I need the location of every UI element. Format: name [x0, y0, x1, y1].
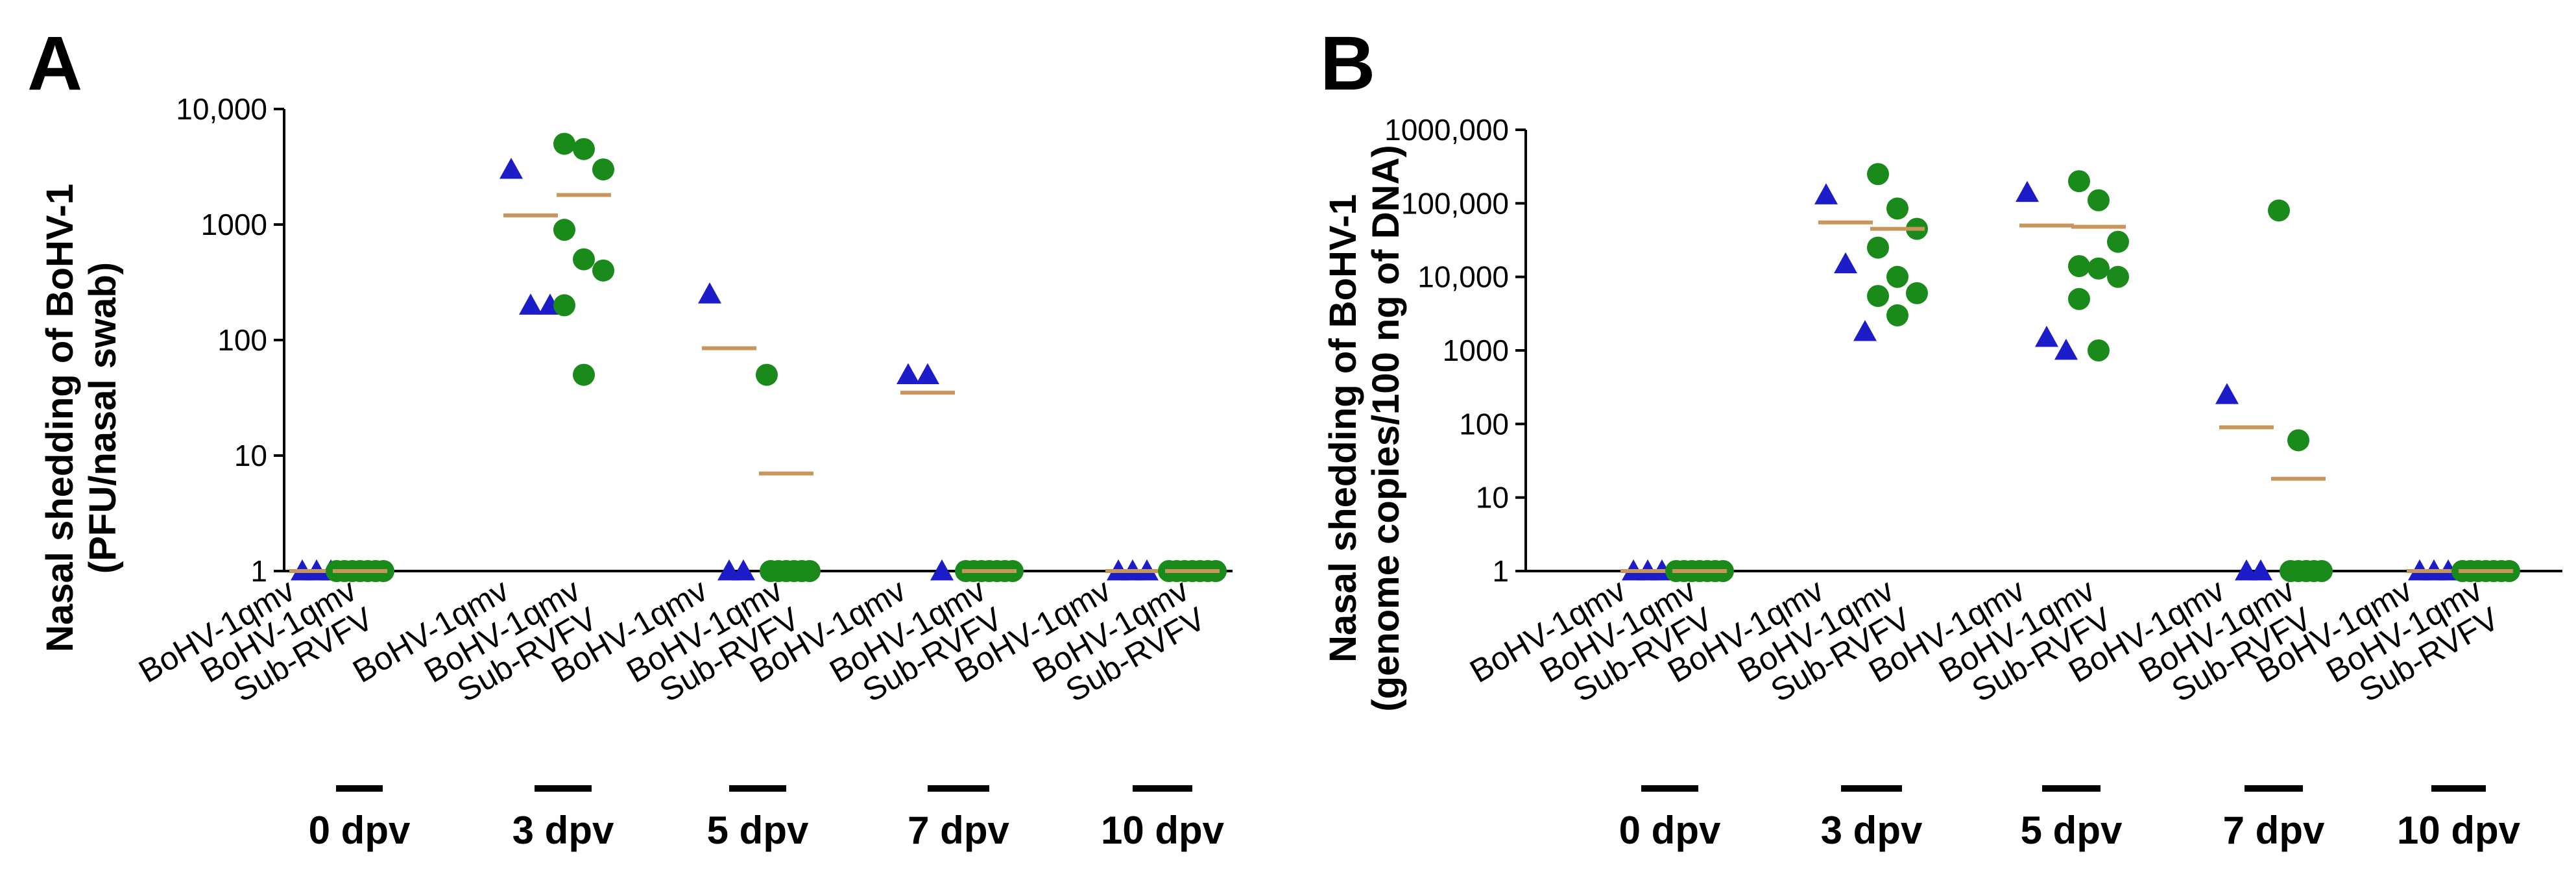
triangle-point: [897, 363, 920, 384]
group-label: 7 dpv: [908, 809, 1009, 852]
circle-point: [553, 132, 575, 155]
triangle-point: [1834, 252, 1857, 274]
circle-point: [2088, 189, 2110, 212]
triangle-point: [2035, 326, 2058, 347]
circle-point: [592, 259, 614, 282]
y-axis-label: (genome copies/100 ng of DNA): [1365, 145, 1407, 711]
triangle-point: [698, 282, 721, 304]
circle-point: [2088, 257, 2110, 280]
circle-point: [573, 138, 595, 160]
chart-panel-a: A 1 10 100 1000 10,000 Nasal shedding of BoHV-…: [27, 21, 1233, 852]
y-tick-label: 10,000: [1417, 260, 1509, 294]
circle-point: [1867, 163, 1889, 186]
y-tick-label: 1: [250, 554, 267, 588]
y-axis-label: (PFU/nasal swab): [82, 262, 124, 574]
circle-point: [2068, 255, 2090, 278]
group-label: 7 dpv: [2223, 809, 2325, 852]
circle-point: [2107, 230, 2129, 253]
circle-point: [592, 158, 614, 181]
y-tick-label: 100,000: [1401, 186, 1509, 220]
y-tick-label: 1000: [201, 208, 267, 241]
circle-point: [553, 219, 575, 241]
circle-point: [1906, 282, 1928, 304]
circle-point: [2068, 287, 2090, 310]
circle-point: [2311, 560, 2333, 582]
circle-point: [756, 363, 778, 386]
circle-point: [2088, 339, 2110, 361]
y-axis-label: Nasal shedding of BoHV-1: [39, 184, 81, 652]
group-label: 5 dpv: [2021, 809, 2123, 852]
triangle-point: [2016, 180, 2039, 202]
triangle-point: [500, 158, 523, 179]
y-tick-label: 1: [1492, 554, 1509, 588]
circle-point: [2287, 429, 2309, 452]
group-label: 10 dpv: [1101, 809, 1225, 852]
circle-point: [2268, 199, 2290, 222]
y-tick-label: 100: [1459, 407, 1509, 441]
triangle-point: [1814, 183, 1838, 204]
group-label: 0 dpv: [1619, 809, 1721, 852]
circle-point: [1886, 304, 1908, 326]
y-tick-label: 1000: [1443, 334, 1509, 367]
group-label: 3 dpv: [1821, 809, 1923, 852]
circle-point: [1867, 236, 1889, 259]
circle-point: [573, 363, 595, 386]
circle-point: [2107, 265, 2129, 288]
triangle-point: [732, 559, 755, 581]
y-tick-label: 10: [234, 439, 267, 472]
triangle-point: [930, 559, 954, 581]
panel-letter: B: [1320, 21, 1375, 106]
y-tick-label: 1000,000: [1384, 113, 1509, 147]
y-tick-label: 10: [1476, 481, 1509, 515]
circle-point: [799, 560, 821, 582]
panel-letter: A: [27, 21, 82, 106]
triangle-point: [916, 363, 939, 384]
triangle-point: [2215, 383, 2239, 404]
group-label: 5 dpv: [707, 809, 809, 852]
triangle-point: [2054, 339, 2078, 360]
circle-point: [1867, 285, 1889, 308]
triangle-point: [519, 293, 542, 315]
circle-point: [1886, 197, 1908, 220]
circle-point: [553, 294, 575, 317]
y-axis-label: Nasal shedding of BoHV-1: [1322, 194, 1364, 663]
circle-point: [2068, 170, 2090, 193]
group-label: 3 dpv: [512, 809, 614, 852]
circle-point: [1886, 265, 1908, 288]
chart-panel-b: B 1 10 100 1000 10,000 100,000 1000,000 Nasal sh…: [1320, 21, 2562, 852]
triangle-point: [1853, 320, 1877, 341]
triangle-point: [2249, 559, 2272, 581]
group-label: 10 dpv: [2397, 809, 2521, 852]
y-tick-label: 10,000: [176, 92, 267, 126]
circle-point: [573, 248, 595, 271]
y-tick-label: 100: [217, 323, 267, 357]
group-label: 0 dpv: [309, 809, 411, 852]
